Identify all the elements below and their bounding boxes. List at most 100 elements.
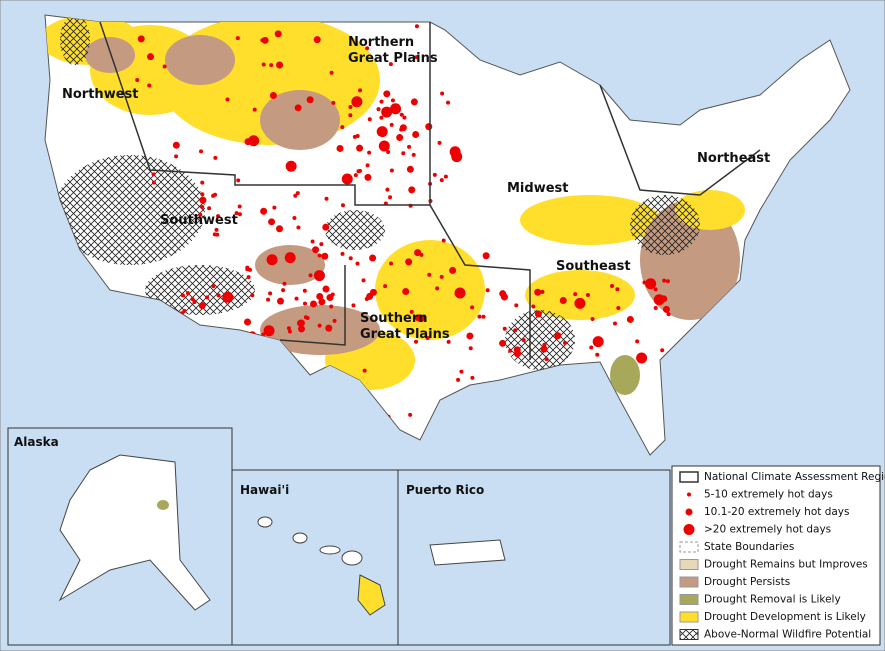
hot-day-dot (310, 239, 315, 244)
region-label: Northeast (697, 151, 770, 166)
hot-day-dot (237, 204, 242, 209)
hot-day-dot (198, 302, 206, 310)
hot-day-dot (336, 144, 344, 152)
legend-swatch (683, 524, 695, 535)
hot-days-layer (135, 24, 671, 424)
hot-day-dot (554, 332, 562, 340)
hot-day-dot (414, 24, 419, 29)
hot-day-dot (513, 350, 521, 358)
hot-day-dot (366, 292, 374, 300)
hot-day-dot (390, 98, 395, 103)
hot-day-dot (282, 281, 287, 286)
hot-day-dot (389, 261, 394, 266)
hot-day-dot (616, 306, 621, 311)
hot-day-dot (388, 195, 393, 200)
hot-day-dot (341, 173, 353, 185)
hot-day-dot (437, 140, 442, 145)
hot-day-dot (236, 178, 241, 183)
legend-swatch (679, 541, 699, 553)
hot-day-dot (309, 300, 317, 308)
hot-day-dot (225, 97, 230, 102)
hot-day-dot (293, 193, 298, 198)
hot-day-dot (390, 103, 402, 115)
hot-day-dot (615, 287, 620, 292)
hot-day-dot (329, 304, 334, 309)
hot-day-dot (252, 107, 257, 112)
hot-day-dot (185, 291, 190, 296)
hot-day-dot (440, 91, 445, 96)
region-label: Great Plains (348, 51, 438, 66)
hot-day-dot (276, 297, 284, 305)
hot-day-dot (401, 151, 406, 156)
hot-day-dot (508, 348, 513, 353)
hot-day-dot (269, 63, 274, 68)
hot-day-dot (411, 152, 416, 157)
hot-day-dot (268, 218, 276, 226)
hot-day-dot (294, 104, 302, 112)
hot-day-dot (396, 134, 404, 142)
hot-day-dot (205, 295, 210, 300)
hot-day-dot (340, 251, 345, 256)
hot-day-dot (211, 284, 216, 289)
hot-day-dot (237, 212, 242, 217)
hot-day-dot (318, 298, 326, 306)
hot-day-dot (147, 53, 155, 61)
hot-day-dot (660, 348, 665, 353)
hot-day-dot (468, 346, 473, 351)
hot-day-dot (502, 326, 507, 331)
hot-day-dot (402, 115, 407, 120)
hot-day-dot (389, 122, 394, 127)
hot-day-dot (317, 253, 322, 258)
alaska-drought (157, 500, 169, 510)
hot-day-dot (302, 288, 307, 293)
hot-day-dot (369, 254, 377, 262)
hot-day-dot (216, 214, 221, 219)
hot-day-dot (151, 180, 156, 185)
hot-day-dot (358, 88, 363, 93)
hot-day-dot (376, 107, 381, 112)
hot-day-dot (376, 126, 388, 138)
hot-day-dot (443, 174, 448, 179)
hot-day-dot (294, 296, 299, 301)
hot-day-dot (222, 291, 234, 303)
alaska-shape (58, 454, 211, 611)
hot-day-dot (348, 256, 353, 261)
hot-day-dot (250, 293, 255, 298)
hot-day-dot (351, 303, 356, 308)
hot-day-dot (199, 149, 204, 154)
hot-day-dot (446, 100, 451, 105)
hot-day-dot (381, 106, 393, 118)
hot-day-dot (326, 294, 334, 302)
legend-label: Above-Normal Wildfire Potential (704, 629, 871, 641)
inset-label: Alaska (14, 435, 59, 449)
hot-day-dot (316, 292, 324, 300)
hot-day-dot (378, 140, 390, 152)
hot-day-dot (355, 261, 360, 266)
hot-day-dot (413, 339, 418, 344)
hot-day-dot (340, 125, 345, 130)
hot-day-dot (534, 310, 542, 318)
hot-day-dot (459, 369, 464, 374)
hot-day-dot (200, 180, 205, 185)
hot-day-dot (246, 275, 251, 280)
hot-day-dot (297, 325, 305, 333)
legend-label: Drought Remains but Improves (704, 559, 868, 571)
hot-day-dot (281, 288, 286, 293)
hot-day-dot (296, 225, 301, 230)
region-label: Great Plains (360, 327, 450, 342)
hot-day-dot (590, 317, 595, 322)
legend-swatch (679, 629, 699, 640)
hot-day-dot (199, 196, 207, 204)
hot-day-dot (534, 288, 542, 296)
hot-day-dot (244, 138, 252, 146)
hot-day-dot (313, 36, 321, 44)
hot-day-dot (284, 252, 296, 264)
region-label: Northern (348, 35, 414, 50)
hot-day-dot (356, 169, 361, 174)
hot-day-dot (261, 62, 266, 67)
hot-day-dot (286, 326, 291, 331)
hot-day-dot (263, 325, 275, 337)
hot-day-dot (610, 283, 615, 288)
